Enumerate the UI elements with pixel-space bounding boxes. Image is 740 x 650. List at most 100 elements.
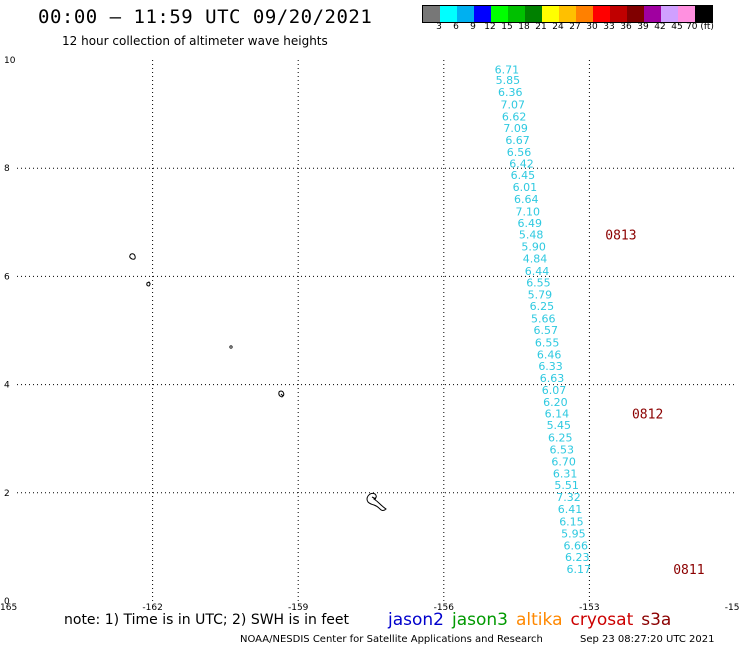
swh-value: 6.49	[517, 217, 542, 230]
color-scale-label: 3	[436, 22, 442, 32]
color-swatch	[559, 6, 576, 22]
swh-value: 6.63	[540, 372, 565, 385]
swh-value: 6.36	[498, 86, 523, 99]
y-tick-label: 10	[4, 56, 16, 66]
color-swatch	[457, 6, 474, 22]
legend-altika: altika	[516, 610, 563, 630]
swh-value: 6.31	[553, 467, 578, 480]
color-swatch	[525, 6, 542, 22]
x-tick-label: -156	[434, 603, 455, 613]
color-scale-label: 6	[453, 22, 459, 32]
color-swatch	[661, 6, 678, 22]
color-scale-label: 18	[518, 22, 530, 32]
color-scale-label: 39	[637, 22, 649, 32]
swh-value: 6.25	[530, 300, 555, 313]
color-swatch	[678, 6, 695, 22]
legend-cryosat: cryosat	[570, 610, 634, 630]
swh-value: 5.45	[547, 419, 572, 432]
swh-value: 6.07	[542, 384, 567, 397]
swh-value: 6.20	[543, 396, 568, 409]
color-scale-label: 27	[569, 22, 581, 32]
swh-value: 6.56	[507, 146, 532, 159]
swh-value: 6.55	[526, 276, 551, 289]
swh-value: 6.23	[565, 551, 590, 564]
pass-time-labels: 0813 0812 0811	[605, 229, 704, 578]
swh-value: 5.48	[519, 229, 544, 242]
x-tick-label: -153	[579, 603, 599, 613]
island-outlines	[129, 253, 387, 511]
color-swatch	[491, 6, 508, 22]
map-subtitle: 12 hour collection of altimeter wave hei…	[62, 34, 328, 48]
swh-value: 6.15	[559, 515, 584, 528]
swh-value: 7.10	[516, 205, 541, 218]
color-swatch	[627, 6, 644, 22]
color-swatch	[508, 6, 525, 22]
swh-track: 6.715.856.367.076.627.096.676.566.426.45…	[495, 64, 591, 576]
color-swatch	[576, 6, 593, 22]
swh-value: 6.45	[511, 169, 536, 182]
color-scale-label: 24	[552, 22, 564, 32]
island-outline	[229, 345, 233, 349]
swh-value: 6.57	[533, 324, 558, 337]
swh-value: 6.25	[548, 432, 573, 445]
island-outline	[146, 281, 151, 287]
swh-value: 7.32	[556, 491, 581, 504]
color-swatch	[474, 6, 491, 22]
color-swatch	[610, 6, 627, 22]
swh-value: 6.55	[535, 336, 560, 349]
island-outline	[278, 390, 285, 398]
swh-value: 6.53	[549, 444, 574, 457]
color-scale-label: 70 (ft)	[686, 22, 714, 32]
swh-value: 5.79	[528, 288, 553, 301]
map-title: 00:00 – 11:59 UTC 09/20/2021	[38, 6, 373, 28]
grid-lines	[17, 60, 735, 601]
color-swatch	[695, 6, 712, 22]
color-swatch	[440, 6, 457, 22]
y-tick-label: 2	[4, 489, 10, 499]
color-swatch	[423, 6, 440, 22]
swh-value: 6.42	[509, 157, 534, 170]
island-outline	[366, 492, 387, 511]
swh-value: 6.41	[558, 503, 583, 516]
legend-s3a: s3a	[641, 610, 672, 630]
swh-value: 6.67	[505, 134, 530, 147]
pass-time-label: 0811	[673, 563, 704, 578]
color-swatch	[644, 6, 661, 22]
color-swatch	[593, 6, 610, 22]
x-tick-label: -150	[725, 603, 740, 613]
x-tick-label: -165	[0, 603, 17, 613]
color-scale-label: 12	[484, 22, 496, 32]
legend-jason3: jason3	[452, 610, 508, 630]
swh-value: 6.64	[514, 193, 539, 206]
island-outline	[129, 253, 136, 260]
generated-timestamp: Sep 23 08:27:20 UTC 2021	[580, 634, 715, 645]
color-scale-label: 15	[501, 22, 513, 32]
x-tick-label: -159	[288, 603, 309, 613]
color-scale-label: 21	[535, 22, 547, 32]
satellite-legend: jason2 jason3 altika cryosat s3a	[388, 610, 679, 630]
x-tick-label: -162	[142, 603, 162, 613]
y-tick-label: 0	[4, 597, 10, 607]
swh-value: 6.17	[566, 563, 591, 576]
color-scale-label: 30	[586, 22, 598, 32]
swh-value: 6.14	[545, 407, 570, 420]
y-tick-label: 4	[4, 381, 10, 391]
y-tick-label: 8	[4, 164, 10, 174]
swh-value: 7.07	[500, 98, 525, 111]
color-scale-bar	[422, 5, 713, 23]
pass-time-label: 0813	[605, 229, 636, 244]
color-scale-label: 45	[671, 22, 683, 32]
swh-value: 5.90	[521, 241, 546, 254]
color-scale-label: 9	[470, 22, 476, 32]
pass-time-label: 0812	[632, 407, 663, 422]
color-scale-label: 42	[654, 22, 666, 32]
note-text: note: 1) Time is in UTC; 2) SWH is in fe…	[64, 612, 350, 628]
color-scale-label: 36	[620, 22, 632, 32]
color-scale-labels: 3 6 9 12 15 18 21 24 27 30 33 36 39 42 45 70 (ft)	[422, 22, 740, 34]
swh-value: 6.33	[538, 360, 563, 373]
swh-value: 5.95	[561, 527, 586, 540]
swh-value: 6.66	[564, 539, 589, 552]
swh-value: 7.09	[503, 122, 528, 135]
axis-ticks: -165 -162 -159 -156 -153 -150 0 2 4 6 8 10	[0, 56, 740, 613]
